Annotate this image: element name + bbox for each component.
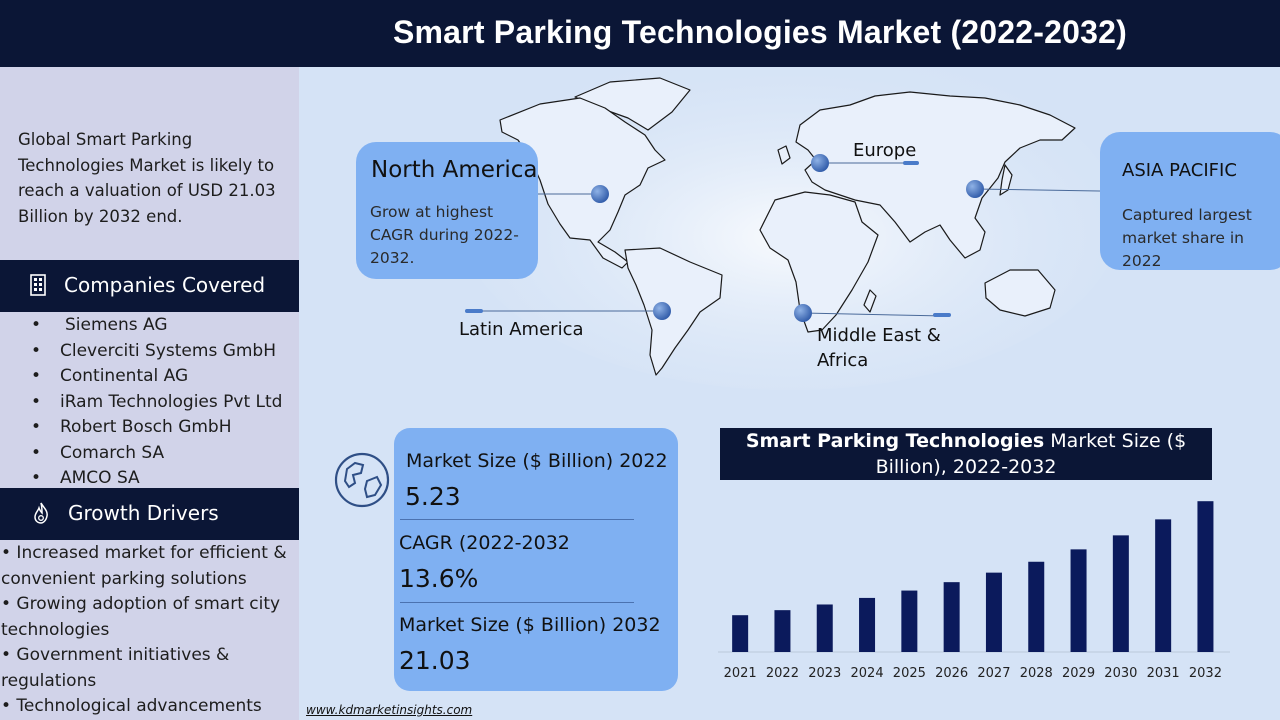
list-item: Continental AG xyxy=(0,364,299,390)
list-item: Robert Bosch GmbH xyxy=(0,415,299,441)
intro-text: Global Smart Parking Technologies Market… xyxy=(18,130,276,226)
list-item: • Increased market for efficient & conve… xyxy=(1,543,287,589)
bar-2032 xyxy=(1197,501,1214,652)
north-america-callout xyxy=(356,142,538,279)
north-america-desc: Grow at highest CAGR during 2022-2032. xyxy=(370,203,519,267)
list-item: • Growing adoption of smart city technol… xyxy=(1,594,281,640)
x-tick-label: 2022 xyxy=(766,666,799,681)
size-2032-value: 21.03 xyxy=(399,646,471,675)
bar-2027 xyxy=(985,572,1002,652)
title-bar: Smart Parking Technologies Market (2022-… xyxy=(0,0,1280,67)
list-item: • Government initiatives & regulations xyxy=(1,645,230,691)
africa-shape xyxy=(759,191,879,333)
bar-chart: 2021 2022 2023 2024 2025 2026 2027 2028 2029 2030… xyxy=(718,501,1230,681)
uk-shape xyxy=(777,145,791,165)
x-tick-label: 2028 xyxy=(1020,666,1053,681)
north-america-shape xyxy=(499,97,666,269)
x-tick-label: 2027 xyxy=(977,666,1010,681)
bar-2028 xyxy=(1028,561,1045,652)
x-tick-label: 2021 xyxy=(724,666,757,681)
list-item: • Technological advancements xyxy=(1,696,262,716)
list-item: iRam Technologies Pvt Ltd xyxy=(0,390,299,416)
x-tick-label: 2024 xyxy=(851,666,884,681)
list-item: AMCO SA xyxy=(0,466,299,492)
drivers-list: • Increased market for efficient & conve… xyxy=(0,541,299,720)
asia-pacific-label: ASIA PACIFIC xyxy=(1122,160,1237,181)
madagascar-shape xyxy=(863,289,877,313)
globe-icon xyxy=(334,452,390,508)
latin-america-label: Latin America xyxy=(459,319,584,340)
asia-pacific-desc: Captured largest market share in 2022 xyxy=(1122,206,1252,270)
footer-link[interactable]: www.kdmarketinsights.com xyxy=(306,703,473,717)
companies-heading: Companies Covered xyxy=(64,273,266,297)
mea-label: Middle East & Africa xyxy=(817,325,941,371)
companies-header: Companies Covered xyxy=(0,260,299,312)
size-2022-label: Market Size ($ Billion) 2022 xyxy=(406,450,668,472)
x-tick-label: 2026 xyxy=(935,666,968,681)
companies-list: Siemens AG Cleverciti Systems GmbH Conti… xyxy=(0,313,299,492)
building-icon xyxy=(30,274,46,296)
bar-2030 xyxy=(1112,535,1129,652)
list-item: Siemens AG xyxy=(0,313,299,339)
x-tick-label: 2025 xyxy=(893,666,926,681)
cagr-value: 13.6% xyxy=(399,564,479,593)
size-2022-value: 5.23 xyxy=(405,482,461,511)
list-item: Cleverciti Systems GmbH xyxy=(0,339,299,365)
europe-label: Europe xyxy=(853,140,917,161)
bar-2026 xyxy=(943,582,960,652)
cagr-label: CAGR (2022-2032 xyxy=(399,532,570,554)
north-america-label: North America xyxy=(371,157,538,183)
x-tick-label: 2032 xyxy=(1189,666,1222,681)
chart-title: Smart Parking Technologies Market Size (… xyxy=(720,428,1212,480)
divider xyxy=(400,602,634,603)
drivers-header: Growth Drivers xyxy=(0,488,299,540)
x-tick-label: 2030 xyxy=(1104,666,1137,681)
list-item: Comarch SA xyxy=(0,441,299,467)
japan-shape xyxy=(999,164,1013,196)
bar-2023 xyxy=(816,604,833,652)
world-map xyxy=(380,67,1166,390)
drivers-heading: Growth Drivers xyxy=(68,501,219,525)
divider xyxy=(400,519,634,520)
chart-title-rest: Market Size ($ Billion), 2022-2032 xyxy=(875,430,1187,478)
chart-title-bold: Smart Parking Technologies xyxy=(745,430,1045,452)
x-tick-label: 2023 xyxy=(808,666,841,681)
asia-pacific-callout xyxy=(1100,132,1280,270)
bar-2029 xyxy=(1070,549,1087,652)
bar-2024 xyxy=(859,597,876,652)
flame-icon xyxy=(34,502,48,524)
bar-2022 xyxy=(774,610,791,652)
australia-shape xyxy=(984,269,1056,317)
bar-2021 xyxy=(732,615,749,652)
x-tick-label: 2031 xyxy=(1147,666,1180,681)
size-2032-label: Market Size ($ Billion) 2032 xyxy=(399,614,661,636)
x-tick-label: 2029 xyxy=(1062,666,1095,681)
kpi-card: Market Size ($ Billion) 2022 5.23 CAGR (… xyxy=(394,428,678,691)
page-title: Smart Parking Technologies Market (2022-… xyxy=(392,14,1127,50)
eurasia-shape xyxy=(795,91,1076,259)
bar-2025 xyxy=(901,590,918,652)
south-america-shape xyxy=(624,247,723,376)
bar-2031 xyxy=(1155,519,1172,652)
